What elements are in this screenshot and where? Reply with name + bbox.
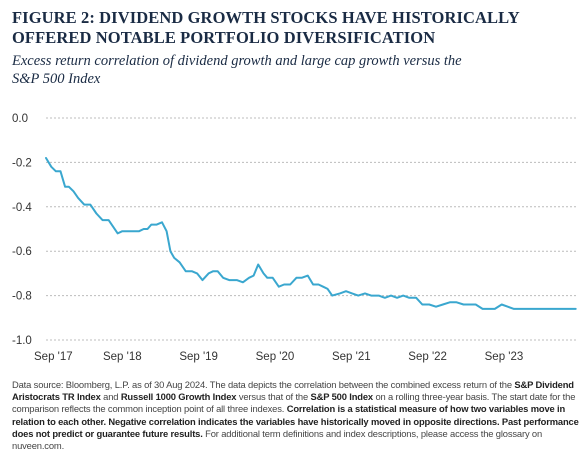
figure-subtitle-line2: S&P 500 Index <box>12 71 101 87</box>
x-tick-label: Sep '21 <box>332 351 371 363</box>
figure-title-line1: FIGURE 2: DIVIDEND GROWTH STOCKS HAVE HI… <box>12 8 520 27</box>
x-tick-label: Sep '18 <box>103 351 142 363</box>
series-line <box>45 157 577 310</box>
y-tick-label: -0.6 <box>12 246 32 258</box>
figure-subtitle: Excess return correlation of dividend gr… <box>12 52 582 88</box>
footnote-bold-3: S&P 500 Index <box>310 391 374 403</box>
correlation-line-chart: 0.0-0.2-0.4-0.6-0.8-1.0 Sep '17 Sep '18 Se… <box>12 113 578 363</box>
y-axis-tick-labels: 0.0 -0.2 -0.4 -0.6 -0.8 -1.0 <box>12 113 32 347</box>
footnote: Data source: Bloomberg, L.P. as of 30 Au… <box>12 379 580 452</box>
y-tick-label: -0.2 <box>12 157 32 169</box>
chart-series <box>45 157 577 310</box>
y-tick-label: -0.8 <box>12 291 32 303</box>
y-tick-label: -1.0 <box>12 335 32 347</box>
footnote-text-2: and <box>100 391 121 403</box>
footnote-text-4: on a rolling three-year basis. The start… <box>12 391 576 415</box>
x-tick-label: Sep '20 <box>256 351 295 363</box>
x-tick-label: Sep '22 <box>408 351 447 363</box>
x-tick-label: Sep '17 <box>34 351 73 363</box>
figure-title: FIGURE 2: DIVIDEND GROWTH STOCKS HAVE HI… <box>12 8 582 48</box>
footnote-text-3: versus that of the <box>236 391 311 403</box>
footnote-text-1: Data source: Bloomberg, L.P. as of 30 Au… <box>12 379 515 390</box>
y-tick-label: 0.0 <box>12 113 28 125</box>
figure-title-line2: OFFERED NOTABLE PORTFOLIO DIVERSIFICATIO… <box>12 28 436 47</box>
footnote-bold-1: S&P Dividend Aristocrats TR Index <box>12 379 574 403</box>
x-tick-label: Sep '19 <box>179 351 218 363</box>
x-axis-tick-labels: Sep '17 Sep '18 Sep '19 Sep '20 Sep '21 Sep '… <box>34 351 523 363</box>
footnote-bold-4: Correlation is a statistical measure of … <box>12 403 579 439</box>
y-tick-label: -0.4 <box>12 202 32 214</box>
x-tick-label: Sep '23 <box>485 351 524 363</box>
chart-gridlines <box>46 117 578 341</box>
footnote-bold-2: Russell 1000 Growth Index <box>120 391 237 403</box>
footnote-text-5: For additional term definitions and inde… <box>12 427 543 452</box>
figure-subtitle-line1: Excess return correlation of dividend gr… <box>12 53 462 69</box>
